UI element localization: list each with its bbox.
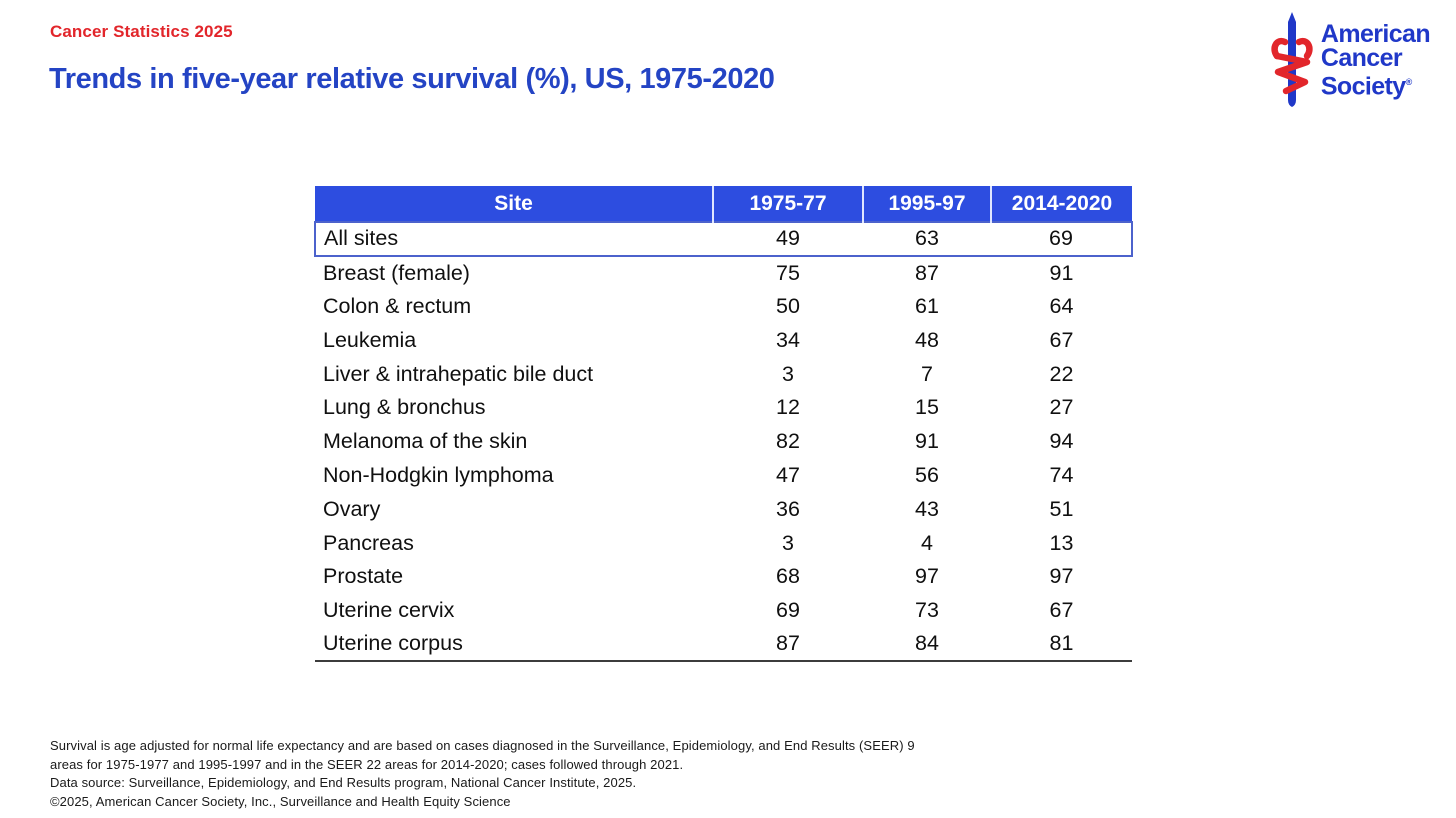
- site-cell: Ovary: [323, 496, 381, 521]
- value-cell: 75: [776, 260, 800, 285]
- value-cell: 73: [915, 598, 939, 623]
- value-cell: 27: [1049, 395, 1074, 420]
- site-cell: Uterine corpus: [315, 627, 713, 663]
- value-cell: 47: [776, 462, 800, 487]
- site-cell: Leukemia: [323, 327, 417, 352]
- page-title: Trends in five-year relative survival (%…: [49, 63, 775, 95]
- logo-line-1: American: [1320, 19, 1431, 48]
- value-cell: 68: [776, 564, 800, 589]
- value-cell: 51: [1049, 496, 1074, 521]
- table-row: Lung & bronchus 12 15 27: [315, 391, 1132, 425]
- site-cell: Breast (female): [323, 260, 470, 285]
- value-cell: 91: [915, 429, 939, 454]
- table-row: Melanoma of the skin 82 91 94: [315, 425, 1132, 459]
- table-header: Site 1975-77 1995-97 2014-2020: [315, 186, 1132, 222]
- value-cell: 50: [776, 293, 800, 318]
- footnote-line: areas for 1975-1977 and 1995-1997 and in…: [50, 756, 684, 772]
- column-header-2014-2020: 2014-2020: [990, 186, 1132, 222]
- column-header-site: Site: [315, 186, 713, 222]
- registered-mark: ®: [1405, 76, 1413, 87]
- value-cell: 91: [1049, 260, 1074, 285]
- table-row: Non-Hodgkin lymphoma 47 56 74: [315, 459, 1132, 493]
- value-cell: 84: [863, 627, 991, 663]
- value-cell: 67: [1049, 598, 1074, 623]
- value-cell: 61: [915, 293, 939, 318]
- site-cell: Uterine cervix: [323, 598, 455, 623]
- value-cell: 82: [776, 429, 800, 454]
- value-cell: 69: [991, 221, 1133, 257]
- site-cell: Non-Hodgkin lymphoma: [323, 462, 554, 487]
- value-cell: 87: [915, 260, 939, 285]
- site-cell: Colon & rectum: [323, 293, 472, 318]
- value-cell: 64: [1049, 293, 1074, 318]
- table-row: Leukemia 34 48 67: [315, 323, 1132, 357]
- table-row: Liver & intrahepatic bile duct 3 7 22: [315, 357, 1132, 391]
- value-cell: 34: [776, 327, 800, 352]
- column-header-1975-77: 1975-77: [712, 186, 863, 222]
- value-cell: 67: [1049, 327, 1074, 352]
- site-cell: Prostate: [323, 564, 404, 589]
- value-cell: 7: [921, 361, 933, 386]
- survival-table-container: Site 1975-77 1995-97 2014-2020 All sites…: [314, 186, 1133, 663]
- site-cell: Liver & intrahepatic bile duct: [323, 361, 594, 386]
- logo-line-2: Cancer: [1320, 43, 1403, 72]
- value-cell: 43: [915, 496, 939, 521]
- value-cell: 81: [991, 627, 1132, 663]
- eyebrow-label: Cancer Statistics 2025: [50, 22, 233, 41]
- table-row: Uterine cervix 69 73 67: [315, 594, 1132, 628]
- acs-logo: American Cancer Society®: [1269, 8, 1431, 112]
- survival-table: Site 1975-77 1995-97 2014-2020 All sites…: [314, 186, 1133, 663]
- footnote-line: ©2025, American Cancer Society, Inc., Su…: [50, 793, 511, 809]
- table-row: Colon & rectum 50 61 64: [315, 290, 1132, 324]
- value-cell: 87: [713, 627, 863, 663]
- table-row: Pancreas 3 4 13: [315, 526, 1132, 560]
- table-row: All sites 49 63 69: [314, 221, 1133, 257]
- value-cell: 3: [782, 361, 794, 386]
- table-row: Ovary 36 43 51: [315, 492, 1132, 526]
- value-cell: 13: [1049, 530, 1074, 555]
- value-cell: 94: [1049, 429, 1074, 454]
- site-cell: All sites: [314, 221, 713, 257]
- footnotes: Survival is age adjusted for normal life…: [50, 737, 915, 811]
- value-cell: 56: [915, 462, 939, 487]
- acs-logo-text: American Cancer Society®: [1320, 19, 1431, 101]
- value-cell: 74: [1049, 462, 1074, 487]
- footnote-line: Data source: Surveillance, Epidemiology,…: [50, 775, 637, 791]
- site-cell: Melanoma of the skin: [323, 429, 528, 454]
- value-cell: 69: [776, 598, 800, 623]
- value-cell: 97: [1049, 564, 1074, 589]
- table-row: Breast (female) 75 87 91: [315, 256, 1132, 290]
- footnote-line: Survival is age adjusted for normal life…: [50, 738, 915, 753]
- table-row: Prostate 68 97 97: [315, 560, 1132, 594]
- table-row: Uterine corpus 87 84 81: [315, 627, 1132, 663]
- site-cell: Lung & bronchus: [323, 395, 486, 420]
- value-cell: 48: [915, 327, 939, 352]
- value-cell: 12: [776, 395, 800, 420]
- column-header-1995-97: 1995-97: [862, 186, 991, 222]
- sword-of-hope-icon: [1271, 12, 1313, 107]
- value-cell: 15: [915, 395, 939, 420]
- value-cell: 49: [713, 221, 863, 257]
- value-cell: 4: [921, 530, 933, 555]
- value-cell: 3: [782, 530, 794, 555]
- value-cell: 97: [915, 564, 939, 589]
- site-cell: Pancreas: [323, 530, 414, 555]
- value-cell: 63: [863, 221, 991, 257]
- value-cell: 36: [776, 496, 800, 521]
- value-cell: 22: [1049, 361, 1074, 386]
- logo-line-3: Society®: [1320, 72, 1413, 101]
- table-body: All sites 49 63 69 Breast (female) 75 87 91 Colo…: [314, 221, 1133, 663]
